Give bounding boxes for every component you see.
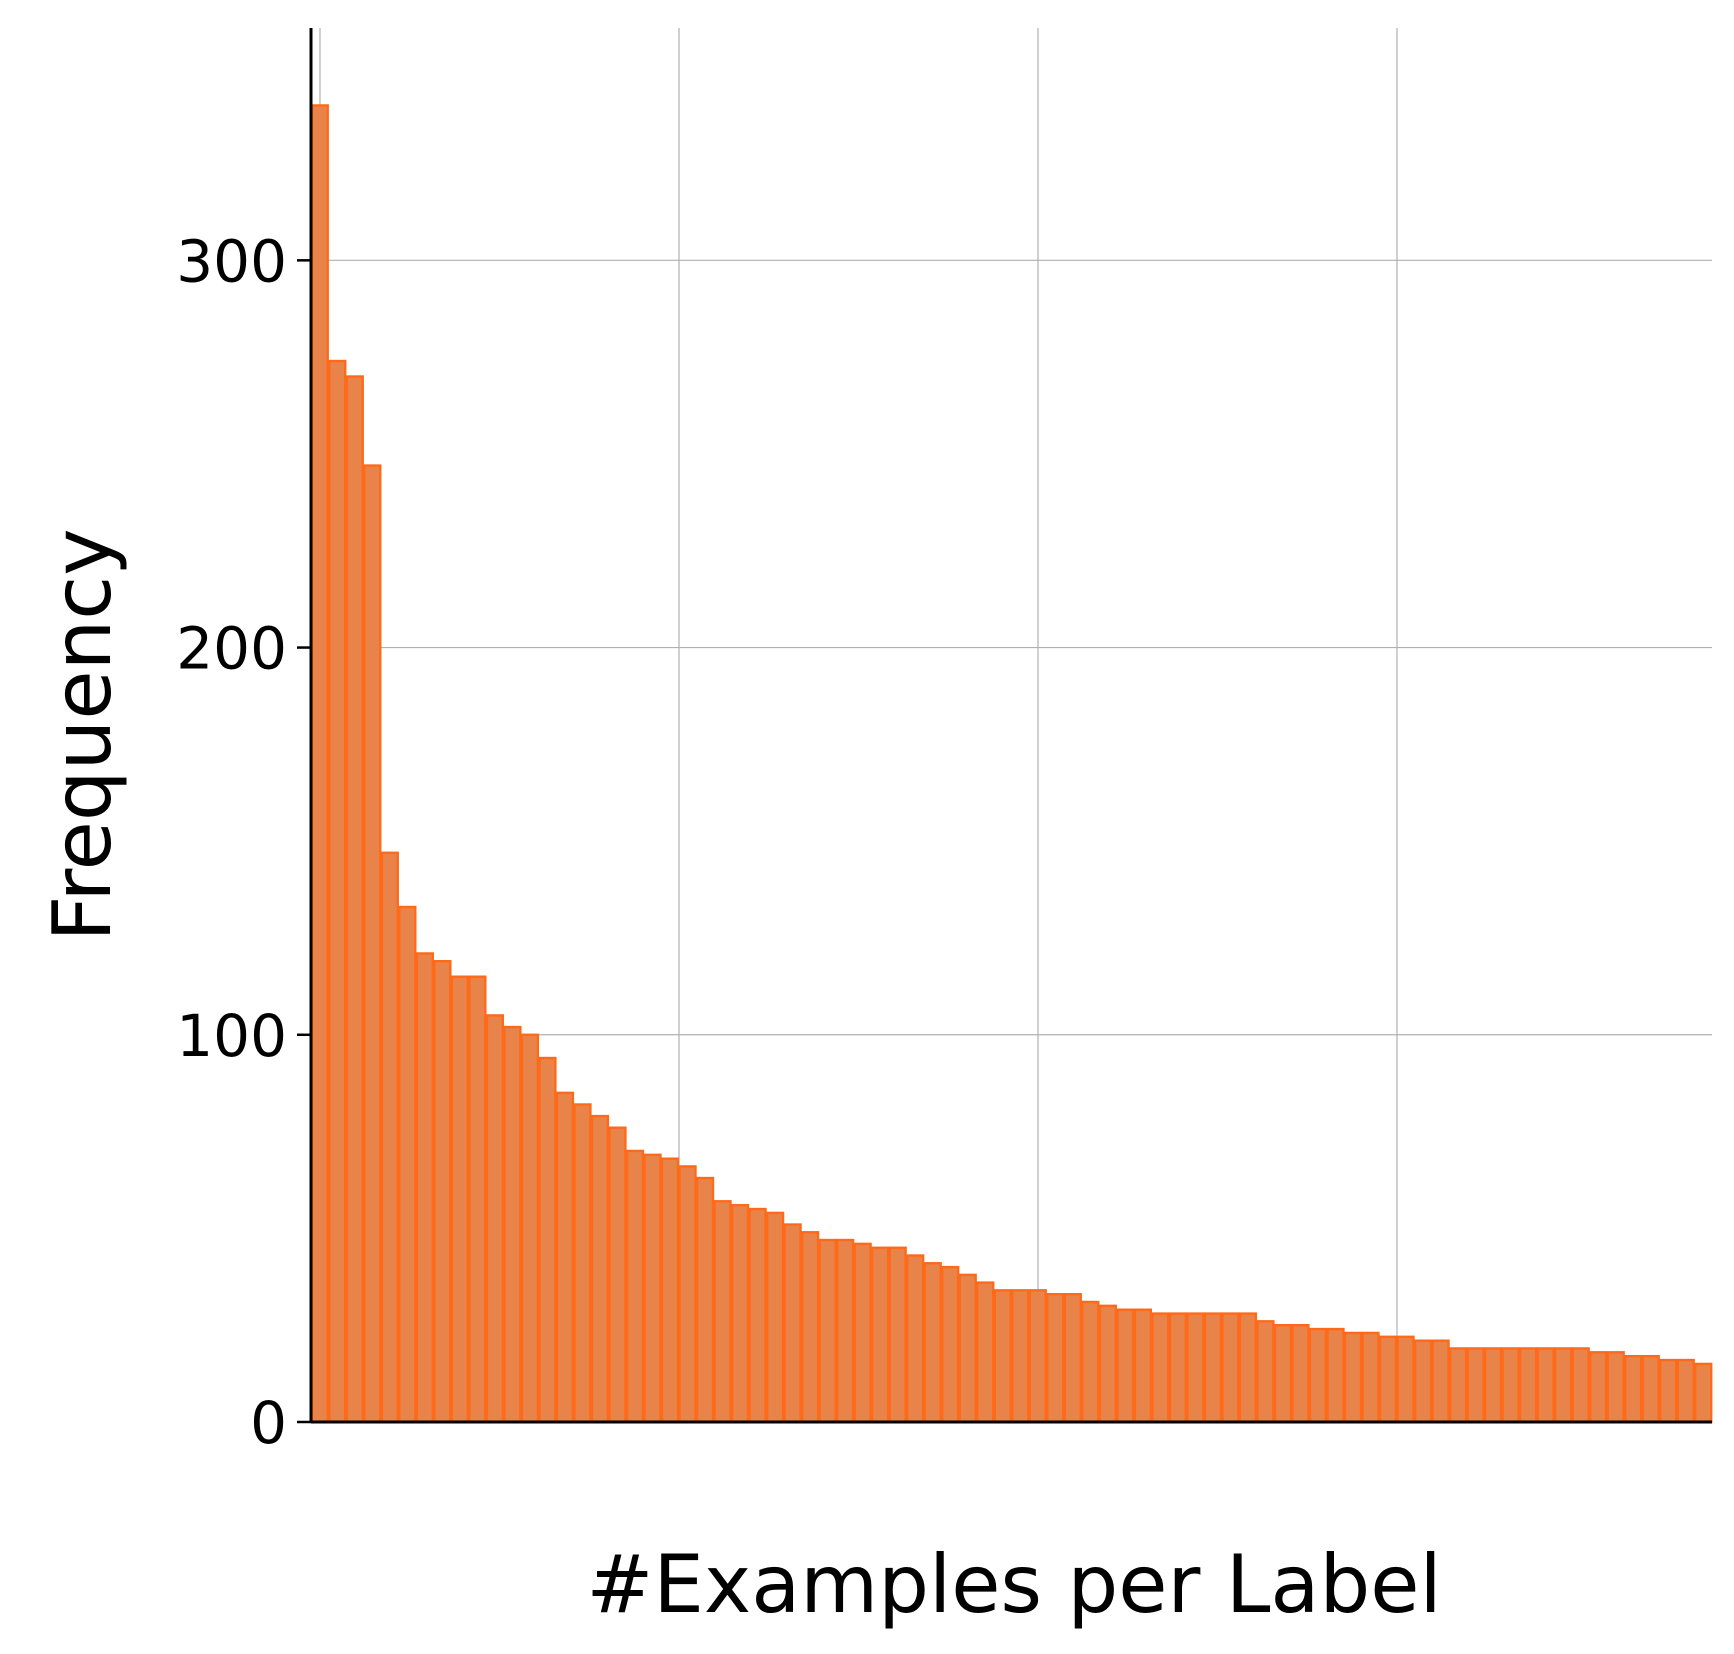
bar [1466, 1347, 1485, 1424]
bar [1291, 1323, 1310, 1424]
bar [1518, 1347, 1538, 1424]
y-axis-title: Frequency [36, 528, 129, 941]
bar [1203, 1312, 1223, 1424]
bar [958, 1273, 977, 1424]
bar [993, 1289, 1012, 1424]
bar [1536, 1347, 1555, 1424]
bar [310, 104, 329, 1424]
bar [800, 1231, 820, 1424]
bar [888, 1246, 907, 1424]
bar [871, 1246, 890, 1424]
bar [1116, 1308, 1135, 1424]
bar [468, 975, 487, 1424]
bar [941, 1265, 960, 1424]
bar [538, 1056, 557, 1424]
gridlines [311, 28, 1712, 1422]
bar [573, 1103, 592, 1424]
bar [835, 1238, 855, 1424]
bar [1553, 1347, 1573, 1424]
bar [345, 375, 364, 1424]
bar [678, 1165, 697, 1424]
bar [1151, 1312, 1170, 1424]
bar [328, 359, 347, 1424]
bar [1081, 1300, 1100, 1424]
bar [1238, 1312, 1258, 1424]
y-tick-label: 0 [250, 1389, 287, 1457]
bar [923, 1262, 942, 1424]
bar [1011, 1289, 1030, 1424]
bar [660, 1157, 680, 1424]
bar [485, 1014, 505, 1424]
bar [765, 1211, 785, 1424]
bar [1273, 1323, 1293, 1424]
bar [1624, 1354, 1643, 1424]
y-tick-label: 300 [176, 227, 287, 295]
bars [310, 104, 1713, 1424]
bar [1448, 1347, 1468, 1424]
y-tick-label: 100 [176, 1002, 287, 1070]
bar [1413, 1339, 1433, 1424]
bar [1431, 1339, 1450, 1424]
bar [555, 1091, 575, 1424]
bar [450, 975, 470, 1424]
bar [1098, 1304, 1117, 1424]
bar [906, 1254, 925, 1424]
bar [695, 1176, 715, 1424]
bar [1186, 1312, 1205, 1424]
bar [1659, 1358, 1678, 1424]
bar [625, 1149, 645, 1424]
bar [1168, 1312, 1188, 1424]
bar [1046, 1293, 1065, 1424]
bar [1606, 1351, 1625, 1424]
bar [1326, 1327, 1345, 1424]
y-ticks: 0 100 200 300 [176, 227, 311, 1457]
bar [1361, 1331, 1380, 1424]
bar [748, 1207, 767, 1424]
bar [590, 1114, 610, 1424]
bar [1133, 1308, 1152, 1424]
bar [1694, 1362, 1713, 1424]
bar [608, 1126, 627, 1424]
bar [1028, 1289, 1047, 1424]
y-tick-label: 200 [176, 615, 287, 683]
bar [783, 1223, 802, 1424]
bar [713, 1200, 732, 1424]
bar [433, 960, 452, 1424]
bar [380, 851, 399, 1424]
bar [1343, 1331, 1363, 1424]
bar [1589, 1351, 1608, 1424]
bar [730, 1203, 750, 1424]
bar [1221, 1312, 1240, 1424]
x-axis-title: #Examples per Label [586, 1538, 1441, 1631]
bar [643, 1153, 662, 1424]
bar [1308, 1327, 1328, 1424]
bar [1396, 1335, 1415, 1424]
bar [1641, 1354, 1660, 1424]
bar [520, 1033, 540, 1424]
bar [415, 952, 434, 1424]
bar [1676, 1358, 1695, 1424]
bar [363, 464, 382, 1424]
bar [818, 1238, 837, 1424]
bar [398, 905, 417, 1424]
bar [503, 1025, 522, 1424]
bar [853, 1242, 872, 1424]
bar [976, 1281, 995, 1424]
bar [1256, 1320, 1275, 1424]
bar [1378, 1335, 1398, 1424]
bar [1571, 1347, 1590, 1424]
bar [1483, 1347, 1503, 1424]
bar [1063, 1293, 1082, 1424]
bar [1501, 1347, 1520, 1424]
